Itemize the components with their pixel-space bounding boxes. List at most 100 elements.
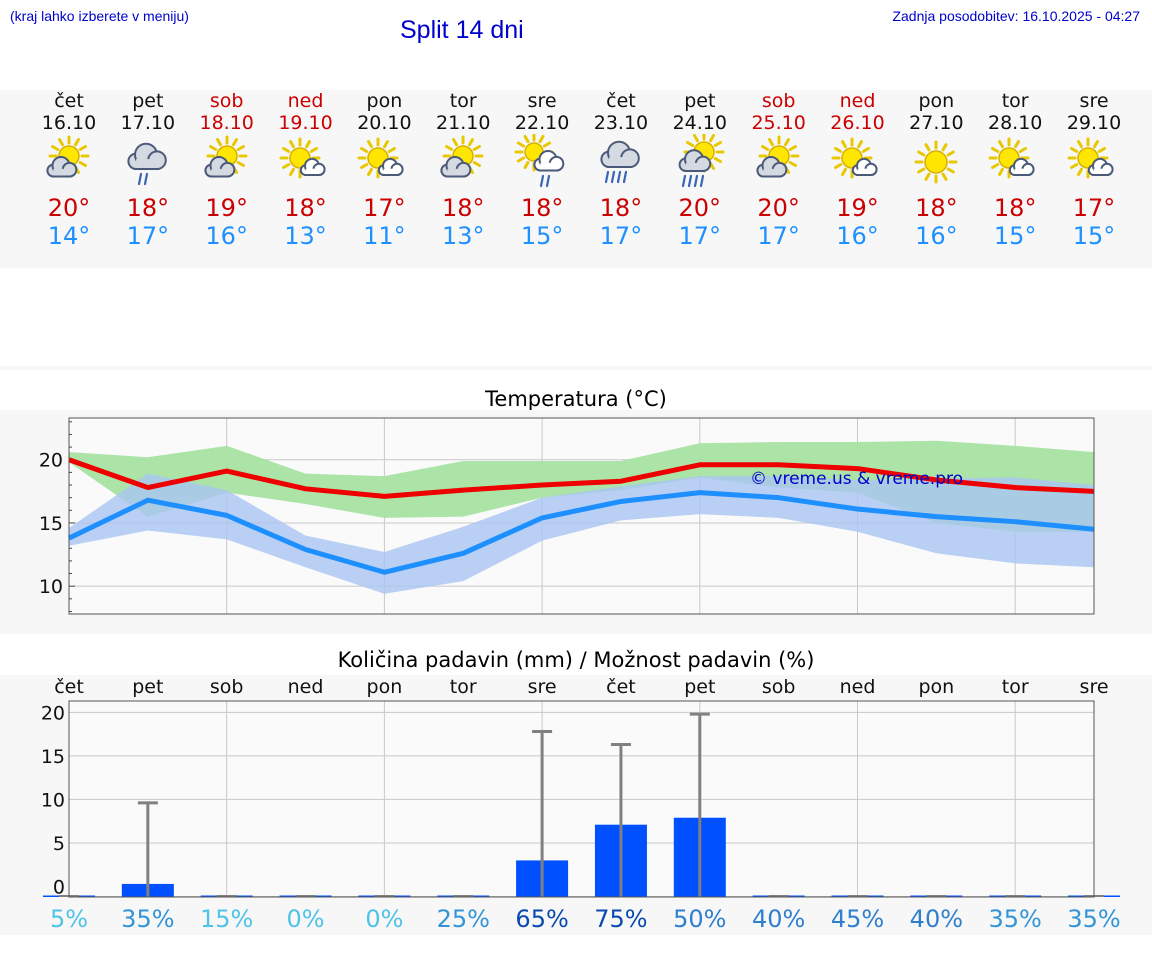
day-name: pet [684, 90, 716, 112]
precipitation-probability: 75% [594, 905, 647, 933]
x-tick-label: sre [1080, 676, 1109, 698]
precipitation-probability: 40% [752, 905, 805, 933]
day-column: sob 25.10 20° 17° [739, 90, 819, 250]
cloud-rain-icon [108, 134, 188, 190]
max-temperature-line [68, 457, 1095, 499]
precipitation-probability: 45% [831, 905, 884, 933]
precipitation-probability: 0% [365, 905, 403, 933]
temperature-chart-title: Temperatura (°C) [485, 387, 667, 411]
min-temperature: 11° [363, 222, 406, 250]
max-temperature-range [69, 440, 1095, 532]
y-tick-label: 10 [39, 576, 63, 598]
min-temperature: 16° [915, 222, 958, 250]
day-date: 18.10 [199, 112, 254, 134]
min-temperature: 17° [678, 222, 722, 250]
temperature-chart-panel: 10 15 20 © vreme.us & vreme.pro [0, 410, 1152, 634]
min-temperature: 17° [757, 222, 800, 250]
min-temperature-range [69, 473, 1095, 594]
min-temperature: 17° [599, 222, 643, 250]
min-temperature: 17° [126, 222, 170, 250]
day-name: pon [918, 90, 955, 112]
precipitation-probability: 35% [121, 905, 174, 933]
last-updated: Zadnja posodobitev: 16.10.2025 - 04:27 [892, 8, 1140, 24]
cloud-heavy-rain-icon [581, 134, 661, 190]
day-name: sre [1079, 90, 1109, 112]
precipitation-chart: čet pet sob ned pon tor sre čet pet sob ned pon tor s… [41, 676, 1121, 933]
day-column: pon 27.10 18° 16° [896, 90, 976, 250]
day-column: pet 24.10 20° 17° [660, 90, 740, 250]
location-hint: (kraj lahko izberete v meniju) [10, 8, 189, 24]
x-tick-label: čet [54, 676, 84, 698]
day-date: 17.10 [120, 112, 176, 134]
day-column: ned 26.10 19° 16° [818, 90, 898, 250]
day-column: ned 19.10 18° 13° [266, 90, 346, 250]
x-tick-label: pet [684, 676, 715, 698]
day-date: 24.10 [672, 112, 727, 134]
day-name: tor [1001, 90, 1029, 112]
day-name: sob [209, 90, 244, 112]
day-column: sre 22.10 18° 15° [502, 90, 582, 250]
day-column: tor 21.10 18° 13° [423, 90, 503, 250]
sun-cloud-icon [29, 134, 109, 190]
day-column: pet 17.10 18° 17° [108, 90, 188, 250]
precipitation-probability: 35% [1067, 905, 1120, 933]
y-tick-label: 10 [41, 789, 65, 811]
precipitation-probability: 40% [910, 905, 963, 933]
day-name: tor [449, 90, 477, 112]
x-tick-label: čet [606, 676, 636, 698]
day-name: pon [366, 90, 403, 112]
divider [0, 366, 1152, 370]
min-temperature: 15° [520, 222, 564, 250]
day-date: 20.10 [357, 112, 412, 134]
sun-icon [896, 134, 976, 190]
y-tick-label: 5 [53, 833, 65, 855]
day-date: 22.10 [514, 112, 570, 134]
sun-cloud-rain-icon [502, 134, 582, 190]
max-temperature: 20° [757, 194, 800, 222]
x-tick-label: pon [367, 676, 403, 698]
precipitation-probability: 15% [200, 905, 253, 933]
precipitation-probability: 35% [989, 905, 1042, 933]
y-tick-label: 20 [39, 450, 63, 472]
spacer [0, 268, 1152, 366]
min-temperature: 15° [1072, 222, 1116, 250]
max-temperature: 20° [47, 194, 91, 222]
precipitation-probability: 5% [50, 905, 88, 933]
min-temperature: 13° [441, 222, 485, 250]
sun-cloud-icon [739, 134, 819, 190]
max-temperature: 18° [993, 194, 1037, 222]
max-temperature: 19° [205, 194, 248, 222]
x-tick-label: ned [840, 676, 876, 698]
y-tick-label: 0 [53, 877, 65, 899]
temperature-chart: 10 15 20 © vreme.us & vreme.pro [39, 417, 1095, 615]
precipitation-chart-title: Količina padavin (mm) / Možnost padavin … [337, 648, 815, 672]
day-column: pon 20.10 17° 11° [344, 90, 424, 250]
max-temperature: 19° [836, 194, 879, 222]
day-name: čet [54, 90, 84, 112]
x-tick-label: sob [210, 676, 244, 698]
day-date: 23.10 [593, 112, 649, 134]
max-temperature: 20° [678, 194, 722, 222]
day-column: sob 18.10 19° 16° [187, 90, 267, 250]
min-temperature: 13° [284, 222, 327, 250]
min-temperature: 16° [205, 222, 248, 250]
day-name: ned [839, 90, 876, 112]
day-name: sre [527, 90, 557, 112]
sun-small-cloud-icon [818, 134, 898, 190]
precipitation-probability: 25% [437, 905, 490, 933]
day-column: čet 16.10 20° 14° [29, 90, 109, 250]
y-tick-label: 20 [41, 702, 65, 724]
day-date: 16.10 [41, 112, 97, 134]
precipitation-probability: 0% [287, 905, 325, 933]
min-temperature: 14° [47, 222, 91, 250]
day-date: 21.10 [436, 112, 491, 134]
day-date: 25.10 [751, 112, 806, 134]
precipitation-chart-panel: čet pet sob ned pon tor sre čet pet sob ned pon tor s… [0, 675, 1152, 935]
precipitation-probability: 65% [515, 905, 568, 933]
x-tick-label: sob [762, 676, 796, 698]
day-name: sob [761, 90, 796, 112]
y-tick-label: 15 [39, 513, 63, 535]
x-tick-label: ned [288, 676, 324, 698]
watermark: © vreme.us & vreme.pro [750, 469, 963, 489]
max-temperature: 18° [126, 194, 170, 222]
